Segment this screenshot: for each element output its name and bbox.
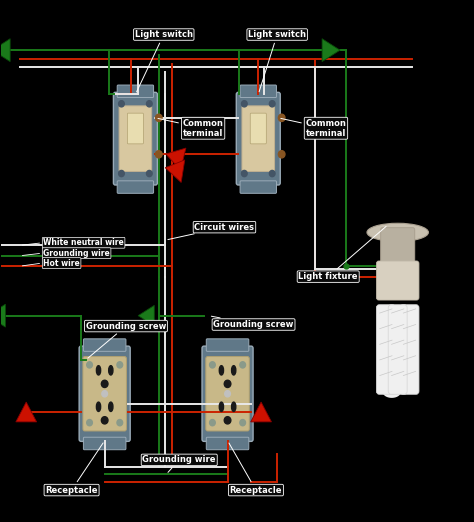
Circle shape	[155, 151, 162, 158]
Ellipse shape	[96, 402, 100, 411]
FancyBboxPatch shape	[400, 305, 419, 394]
Polygon shape	[251, 402, 272, 422]
FancyBboxPatch shape	[237, 92, 280, 185]
Circle shape	[210, 362, 215, 368]
FancyBboxPatch shape	[206, 357, 249, 431]
Ellipse shape	[232, 402, 236, 411]
FancyBboxPatch shape	[206, 339, 249, 351]
Ellipse shape	[232, 365, 236, 375]
FancyBboxPatch shape	[388, 305, 407, 394]
Ellipse shape	[219, 402, 224, 411]
FancyBboxPatch shape	[240, 85, 276, 98]
FancyBboxPatch shape	[117, 85, 154, 98]
Circle shape	[102, 390, 108, 397]
Ellipse shape	[219, 365, 224, 375]
Text: Hot wire: Hot wire	[43, 258, 80, 268]
Circle shape	[118, 101, 124, 107]
FancyBboxPatch shape	[79, 346, 130, 442]
Text: Common
terminal: Common terminal	[281, 118, 346, 138]
Circle shape	[101, 380, 108, 387]
Circle shape	[118, 170, 124, 176]
Text: Light switch: Light switch	[248, 30, 306, 92]
Circle shape	[87, 362, 92, 368]
Text: Grounding wire: Grounding wire	[43, 248, 110, 258]
FancyBboxPatch shape	[376, 261, 419, 300]
Circle shape	[117, 420, 123, 426]
Text: Grounding wire: Grounding wire	[143, 455, 216, 472]
Circle shape	[146, 101, 152, 107]
Circle shape	[225, 390, 230, 397]
FancyBboxPatch shape	[83, 339, 126, 351]
FancyBboxPatch shape	[128, 113, 144, 144]
Ellipse shape	[109, 365, 113, 375]
Text: Receptacle: Receptacle	[229, 443, 282, 494]
Circle shape	[87, 420, 92, 426]
Polygon shape	[322, 39, 340, 62]
Ellipse shape	[96, 365, 100, 375]
Ellipse shape	[109, 402, 113, 411]
Text: Light switch: Light switch	[135, 30, 193, 92]
Circle shape	[210, 420, 215, 426]
Circle shape	[240, 362, 246, 368]
Circle shape	[117, 362, 123, 368]
Polygon shape	[138, 305, 155, 326]
FancyBboxPatch shape	[83, 357, 127, 431]
FancyBboxPatch shape	[240, 181, 276, 193]
Circle shape	[241, 170, 247, 176]
FancyBboxPatch shape	[242, 106, 274, 171]
Text: Circuit wires: Circuit wires	[168, 223, 255, 240]
Circle shape	[241, 101, 247, 107]
Circle shape	[240, 420, 246, 426]
Text: Grounding screw: Grounding screw	[86, 322, 166, 358]
Circle shape	[269, 170, 275, 176]
Text: Common
terminal: Common terminal	[158, 118, 224, 138]
FancyBboxPatch shape	[381, 228, 415, 271]
Circle shape	[155, 114, 162, 122]
Polygon shape	[0, 39, 10, 62]
FancyBboxPatch shape	[83, 437, 126, 450]
FancyBboxPatch shape	[250, 113, 266, 144]
Circle shape	[278, 114, 285, 122]
FancyBboxPatch shape	[376, 305, 395, 394]
FancyBboxPatch shape	[206, 437, 249, 450]
FancyBboxPatch shape	[113, 92, 157, 185]
Polygon shape	[0, 304, 5, 327]
FancyBboxPatch shape	[202, 346, 253, 442]
Polygon shape	[165, 160, 185, 183]
Circle shape	[146, 170, 152, 176]
Text: Grounding screw: Grounding screw	[211, 316, 294, 329]
Polygon shape	[166, 148, 186, 170]
Text: Light fixture: Light fixture	[299, 227, 386, 281]
Circle shape	[224, 417, 231, 424]
Circle shape	[224, 380, 231, 387]
FancyBboxPatch shape	[117, 181, 154, 193]
FancyBboxPatch shape	[119, 106, 152, 171]
Text: White neutral wire: White neutral wire	[43, 238, 124, 247]
Text: Receptacle: Receptacle	[46, 443, 103, 494]
Circle shape	[278, 151, 285, 158]
Circle shape	[101, 417, 108, 424]
Ellipse shape	[367, 223, 428, 242]
Polygon shape	[16, 402, 36, 422]
Circle shape	[269, 101, 275, 107]
